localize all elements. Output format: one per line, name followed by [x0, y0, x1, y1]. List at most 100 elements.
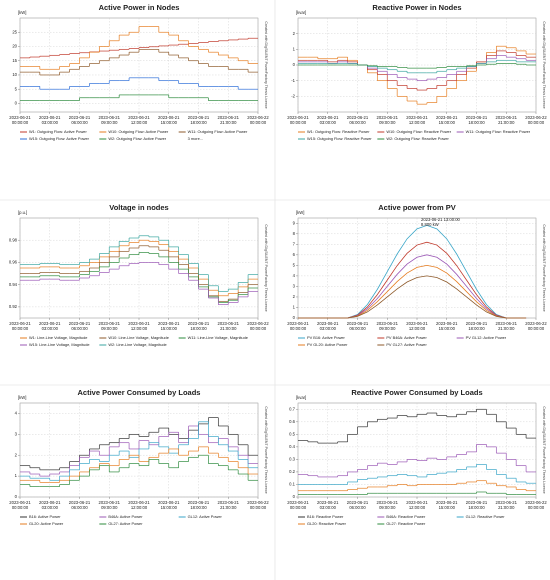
legend-label: GL12: Reactive Power: [466, 514, 506, 519]
x-tick-date: 2023-06-21: [218, 321, 240, 326]
x-tick-date: 2023-06-21: [377, 321, 399, 326]
x-tick-label: 12:00:00: [409, 505, 426, 510]
legend-label: W15: Outgoing Flow: Active Power: [29, 136, 90, 141]
x-tick-label: 03:00:00: [320, 120, 337, 125]
y-axis-unit: [kW]: [18, 10, 26, 15]
x-tick-date: 2023-06-21: [436, 321, 458, 326]
x-tick-date: 2023-06-21: [406, 115, 428, 120]
x-tick-date: 2023-06-21: [436, 500, 458, 505]
y-tick-label: 7: [293, 241, 296, 246]
legend-label: B46A: Reactive Power: [386, 514, 426, 519]
x-tick-date: 2023-06-21: [406, 500, 428, 505]
x-tick-date: 2023-06-21: [347, 500, 369, 505]
x-tick-date: 2023-06-21: [9, 321, 31, 326]
y-tick-label: 8: [293, 231, 296, 236]
x-tick-label: 09:00:00: [379, 505, 396, 510]
y-axis-unit: [kvar]: [296, 10, 306, 15]
x-tick-date: 2023-06-21: [158, 500, 180, 505]
y-axis-unit: [kW]: [296, 210, 304, 215]
x-tick-date: 2023-06-22: [247, 115, 269, 120]
y-tick-label: 0.7: [289, 406, 295, 411]
x-tick-label: 06:00:00: [71, 120, 88, 125]
x-tick-label: 18:00:00: [190, 120, 207, 125]
x-tick-label: 06:00:00: [349, 326, 366, 331]
x-tick-label: 03:00:00: [320, 505, 337, 510]
y-tick-label: 0: [293, 62, 296, 67]
x-tick-label: 00:00:00: [290, 505, 307, 510]
y-tick-label: 25: [12, 29, 17, 34]
x-tick-date: 2023-06-21: [218, 115, 240, 120]
chart-panel: Reactive Power Consumed by Loads [kvar] Cr…: [287, 388, 547, 526]
x-tick-date: 2023-06-21: [39, 321, 61, 326]
legend-label: W2: Line-Line Voltage, Magnitude: [108, 342, 166, 347]
y-tick-label: 0.98: [9, 237, 18, 242]
y-axis-unit: [p.u.]: [18, 210, 27, 215]
legend-label: GL12: Active Power: [188, 514, 223, 519]
x-tick-date: 2023-06-21: [406, 321, 428, 326]
x-tick-date: 2023-06-21: [128, 115, 150, 120]
chart-title: Reactive Power Consumed by Loads: [351, 388, 482, 397]
x-tick-date: 2023-06-21: [317, 115, 339, 120]
watermark: Created with DIgSILENT PowerFactory Thes…: [264, 21, 268, 108]
legend-label: GL20: Reactive Power: [307, 521, 347, 526]
x-tick-date: 2023-06-21: [39, 115, 61, 120]
x-tick-date: 2023-06-22: [525, 500, 547, 505]
x-tick-label: 09:00:00: [379, 326, 396, 331]
y-tick-label: 4: [15, 411, 18, 416]
x-tick-date: 2023-06-21: [188, 500, 210, 505]
series-line: [298, 275, 527, 319]
chart-panel: Active Power in Nodes [kW] Created with DI…: [9, 3, 269, 141]
x-tick-label: 21:00:00: [220, 326, 237, 331]
y-tick-label: 15: [12, 58, 17, 63]
legend-label: W11: Line-Line Voltage, Magnitude: [188, 335, 248, 340]
x-tick-date: 2023-06-21: [436, 115, 458, 120]
y-tick-label: 0.2: [289, 469, 295, 474]
chart-title: Active power from PV: [378, 203, 456, 212]
x-tick-label: 03:00:00: [42, 120, 59, 125]
y-tick-label: 4: [293, 273, 296, 278]
legend-label: W2: Outgoing Flow: Active Power: [108, 136, 166, 141]
x-tick-label: 09:00:00: [101, 326, 118, 331]
legend-label: W1: Outgoing Flow: Reactive Power: [307, 129, 370, 134]
legend-label: PV B46A: Active Power: [386, 335, 427, 340]
x-tick-label: 18:00:00: [468, 505, 485, 510]
x-tick-date: 2023-06-21: [69, 321, 91, 326]
x-tick-label: 15:00:00: [439, 326, 456, 331]
y-tick-label: 6: [293, 252, 296, 257]
x-tick-date: 2023-06-21: [287, 500, 309, 505]
y-tick-label: 0: [293, 494, 296, 499]
y-tick-label: 0.5: [289, 431, 295, 436]
x-tick-label: 00:00:00: [250, 505, 267, 510]
x-tick-label: 06:00:00: [349, 505, 366, 510]
x-tick-date: 2023-06-21: [496, 500, 518, 505]
x-tick-date: 2023-06-21: [158, 115, 180, 120]
x-tick-label: 09:00:00: [101, 505, 118, 510]
x-tick-date: 2023-06-21: [188, 321, 210, 326]
y-tick-label: -2: [291, 93, 295, 98]
x-tick-label: 00:00:00: [250, 120, 267, 125]
y-tick-label: 0: [15, 494, 18, 499]
x-tick-date: 2023-06-21: [69, 500, 91, 505]
x-tick-label: 21:00:00: [220, 505, 237, 510]
annotation-text: 8.800 kW: [421, 222, 439, 227]
x-tick-label: 03:00:00: [42, 505, 59, 510]
legend-label: B16: Reactive Power: [307, 514, 344, 519]
legend-label: W2: Outgoing Flow: Reactive Power: [386, 136, 449, 141]
x-tick-label: 00:00:00: [12, 120, 29, 125]
x-tick-date: 2023-06-21: [39, 500, 61, 505]
x-tick-date: 2023-06-21: [347, 321, 369, 326]
x-tick-label: 12:00:00: [131, 120, 148, 125]
x-tick-label: 00:00:00: [12, 505, 29, 510]
x-tick-date: 2023-06-21: [377, 500, 399, 505]
x-tick-date: 2023-06-21: [287, 321, 309, 326]
x-tick-label: 15:00:00: [161, 120, 178, 125]
x-tick-date: 2023-06-21: [377, 115, 399, 120]
x-tick-date: 2023-06-21: [188, 115, 210, 120]
x-tick-label: 00:00:00: [290, 326, 307, 331]
watermark: Created with DIgSILENT PowerFactory Thes…: [264, 406, 268, 493]
y-tick-label: 5: [293, 262, 296, 267]
x-tick-date: 2023-06-21: [496, 321, 518, 326]
legend-label: GL27: Reactive Power: [386, 521, 426, 526]
x-tick-label: 03:00:00: [42, 326, 59, 331]
x-tick-label: 09:00:00: [379, 120, 396, 125]
